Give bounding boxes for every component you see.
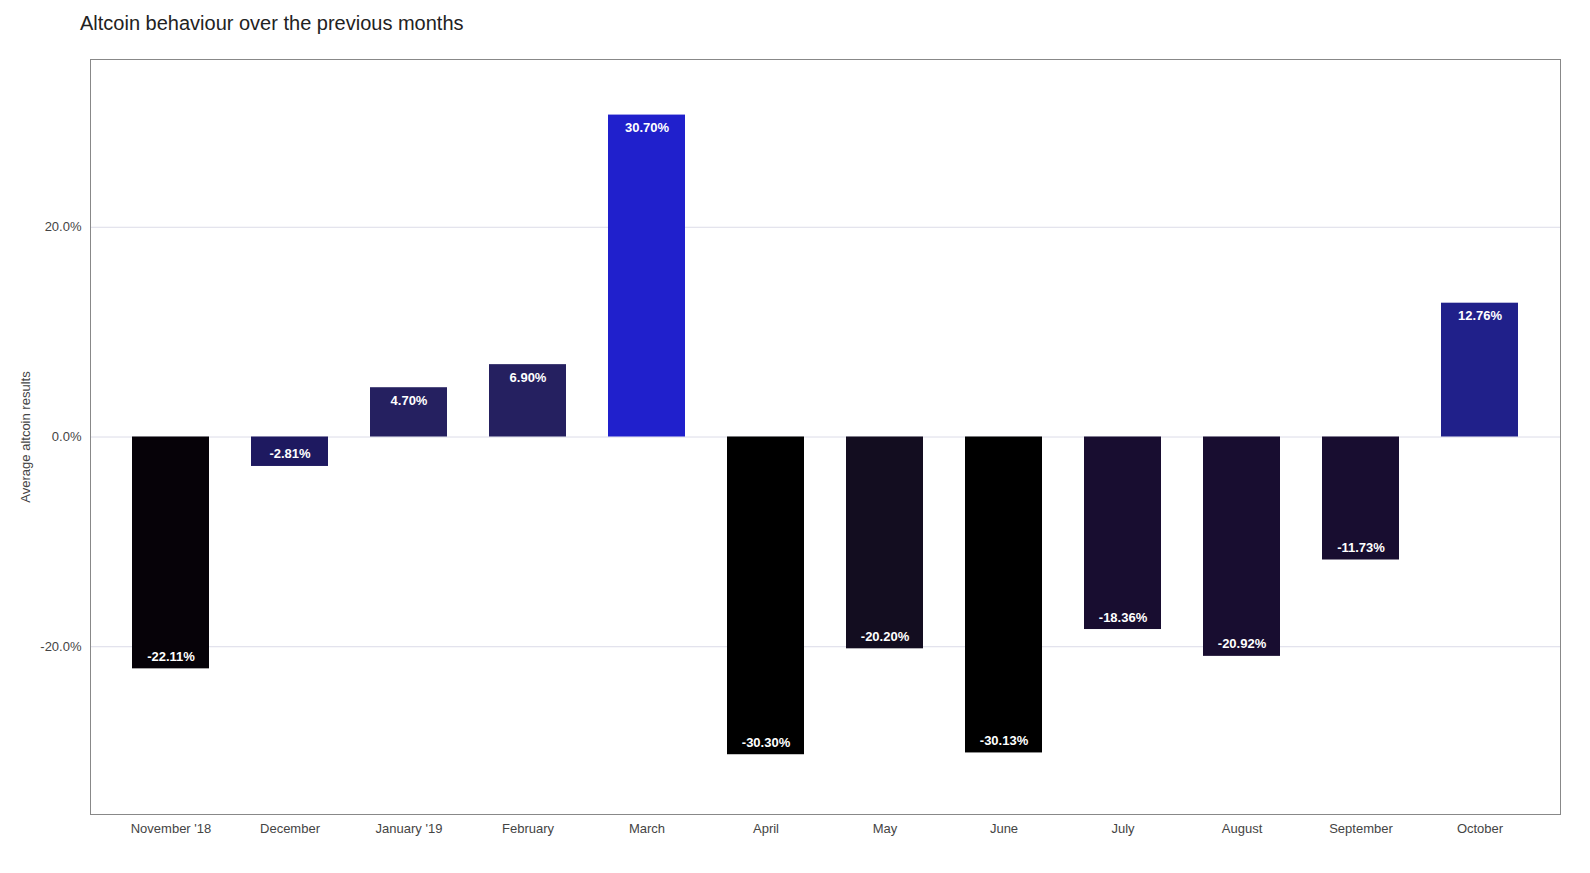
svg-text:Average altcoin results: Average altcoin results [18, 371, 33, 503]
svg-text:-22.11%: -22.11% [147, 649, 195, 664]
svg-text:6.90%: 6.90% [510, 370, 547, 385]
svg-text:12.76%: 12.76% [1458, 308, 1503, 323]
svg-text:-20.0%: -20.0% [40, 639, 82, 654]
svg-text:30.70%: 30.70% [625, 120, 670, 135]
svg-text:July: July [1111, 821, 1135, 836]
svg-text:-20.20%: -20.20% [861, 629, 910, 644]
svg-text:February: February [502, 821, 555, 836]
svg-text:4.70%: 4.70% [391, 393, 428, 408]
svg-text:November '18: November '18 [131, 821, 212, 836]
svg-text:March: March [629, 821, 665, 836]
svg-text:-30.30%: -30.30% [742, 735, 791, 750]
svg-text:June: June [990, 821, 1018, 836]
svg-text:January '19: January '19 [376, 821, 443, 836]
svg-text:May: May [873, 821, 898, 836]
svg-text:September: September [1329, 821, 1393, 836]
svg-text:August: August [1222, 821, 1263, 836]
svg-text:-18.36%: -18.36% [1099, 610, 1148, 625]
svg-text:20.0%: 20.0% [45, 219, 82, 234]
svg-text:-11.73%: -11.73% [1337, 540, 1385, 555]
html-text:Altcoin behaviour over the pre: Altcoin behaviour over the previous mont… [80, 12, 464, 34]
svg-text:-2.81%: -2.81% [269, 446, 311, 461]
svg-text:April: April [753, 821, 779, 836]
svg-text:-30.13%: -30.13% [980, 733, 1029, 748]
svg-text:December: December [260, 821, 321, 836]
svg-text:-20.92%: -20.92% [1218, 636, 1267, 651]
svg-text:0.0%: 0.0% [52, 429, 82, 444]
svg-text:October: October [1457, 821, 1504, 836]
